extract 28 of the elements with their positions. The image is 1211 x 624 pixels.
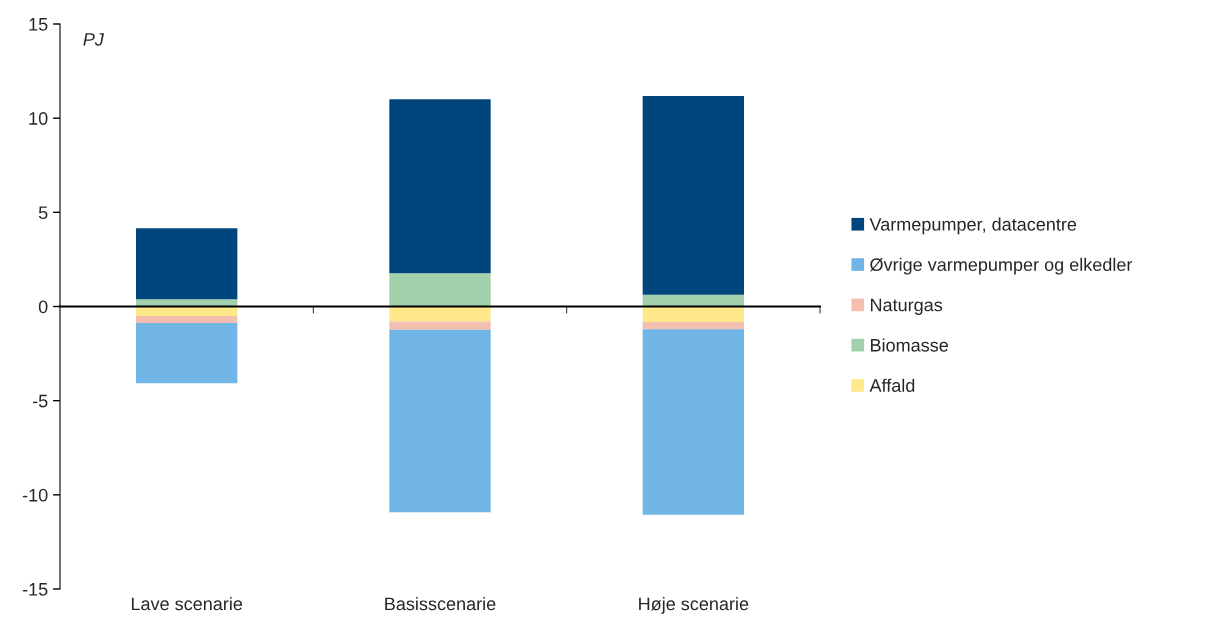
bar	[642, 306, 744, 322]
bar	[389, 99, 491, 274]
y-tick-label: 10	[29, 112, 48, 125]
legend-label: Varmepumper, datacentre	[869, 217, 1077, 235]
y-axis-title: PJ	[83, 33, 105, 46]
x-tick-label: Basisscenarie	[385, 597, 496, 611]
bar	[136, 315, 238, 323]
bar	[136, 322, 238, 384]
legend-label: Biomasse	[870, 338, 948, 352]
legend-label: Naturgas	[870, 298, 943, 315]
bar	[389, 306, 491, 322]
bar	[642, 321, 744, 330]
bar	[642, 329, 744, 515]
x-tick-label: Høje scenarie	[639, 597, 749, 614]
bar	[389, 321, 491, 330]
y-tick-label: 15	[29, 18, 48, 31]
y-tick-label: -10	[22, 488, 48, 502]
y-tick-label: -5	[32, 394, 48, 408]
legend-label: Affald	[869, 378, 915, 392]
y-tick-label: 5	[38, 206, 48, 220]
bar	[642, 95, 744, 295]
bar	[389, 273, 491, 307]
y-tick-label: 0	[38, 300, 48, 314]
bar	[136, 228, 238, 300]
x-tick-label: Lave scenarie	[131, 597, 243, 611]
legend-label: Øvrige varmepumper og elkedler	[870, 257, 1133, 275]
y-tick-label: -15	[22, 583, 48, 596]
bar	[389, 329, 491, 513]
